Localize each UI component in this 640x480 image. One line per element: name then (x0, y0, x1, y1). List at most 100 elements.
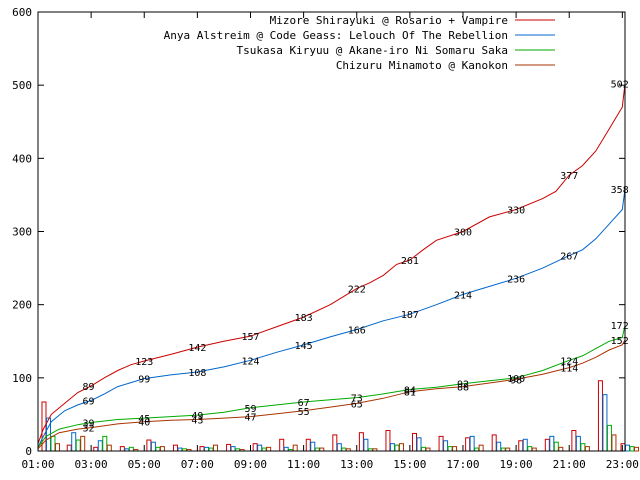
hourly-bar (385, 430, 391, 452)
hourly-bar (305, 438, 311, 452)
data-label: 69 (82, 397, 94, 408)
legend-label: Tsukasa Kiryuu @ Akane-iro Ni Somaru Sak… (236, 44, 508, 57)
hourly-bar (527, 446, 533, 452)
hourly-bar (332, 434, 338, 452)
data-label: 145 (295, 341, 313, 352)
y-tick-label: 0 (25, 445, 32, 458)
legend: Mizore Shirayuki @ Rosario + Vampire Anya… (164, 14, 555, 72)
hourly-bar (106, 444, 112, 452)
hourly-bar (421, 446, 427, 452)
x-tick-label: 03:00 (75, 458, 108, 471)
data-label: 222 (348, 285, 366, 296)
x-tick-label: 11:00 (287, 458, 320, 471)
data-label: 300 (454, 228, 472, 239)
hourly-bar (575, 435, 581, 452)
data-label: 84 (404, 386, 416, 397)
x-tick-label: 09:00 (234, 458, 267, 471)
data-label: 40 (138, 418, 150, 429)
hourly-bar (597, 380, 603, 452)
x-tick-label: 07:00 (181, 458, 214, 471)
data-label: 358 (611, 185, 629, 196)
data-label: 114 (560, 364, 578, 375)
hourly-bar (150, 441, 156, 452)
hourly-bar (66, 444, 72, 452)
data-label: 124 (241, 356, 259, 367)
x-tick-label: 05:00 (128, 458, 161, 471)
series-line-1 (37, 189, 626, 448)
hourly-bar (213, 444, 219, 452)
hourly-bar (625, 444, 631, 452)
hourly-bar (518, 440, 524, 452)
data-label: 45 (138, 414, 150, 425)
y-tick-label: 200 (12, 299, 32, 312)
hourly-bar (443, 440, 449, 452)
y-tick-label: 300 (12, 226, 32, 239)
hourly-bar (97, 440, 103, 452)
hourly-bar (389, 443, 395, 452)
hourly-bar (159, 446, 165, 452)
hourly-bar (358, 432, 364, 452)
hourly-bar (452, 446, 458, 452)
x-tick-label: 23:00 (606, 458, 639, 471)
hourly-bar (438, 435, 444, 452)
hourly-bar (522, 438, 528, 452)
data-label: 108 (188, 368, 206, 379)
x-tick-label: 01:00 (21, 458, 54, 471)
x-tick-label: 21:00 (553, 458, 586, 471)
data-label: 267 (560, 252, 578, 263)
data-label: 39 (82, 418, 94, 429)
y-tick-label: 400 (12, 152, 32, 165)
data-label: 81 (404, 388, 416, 399)
data-label: 330 (507, 206, 525, 217)
hourly-bar (54, 443, 60, 452)
x-tick-label: 15:00 (393, 458, 426, 471)
data-label: 166 (348, 326, 366, 337)
series-line-2 (37, 325, 626, 448)
x-axis: 01:00 03:00 05:00 07:00 09:00 11:00 13:00 15:00… (21, 12, 639, 471)
data-label: 98 (510, 375, 522, 386)
data-label: 214 (454, 290, 472, 301)
hourly-bar (146, 439, 152, 452)
data-label: 377 (560, 171, 578, 182)
y-tick-label: 600 (12, 6, 32, 19)
data-label: 73 (351, 394, 363, 405)
hourly-bar (629, 446, 635, 452)
point-labels-layer: 8912314215718322226130033037750269991081… (82, 80, 628, 435)
hourly-bar (336, 443, 342, 452)
series-line-0 (37, 83, 626, 444)
hourly-bar (544, 438, 550, 452)
lines-layer (37, 83, 626, 450)
hourly-bar (230, 446, 236, 452)
hourly-bar (128, 446, 134, 452)
data-label: 236 (507, 274, 525, 285)
hourly-bar (602, 394, 608, 452)
data-label: 261 (401, 256, 419, 267)
hourly-bar (292, 444, 298, 452)
data-label: 124 (560, 356, 578, 367)
hourly-bar (416, 437, 422, 452)
hourly-bar (50, 435, 56, 452)
hourly-bar (266, 446, 272, 452)
data-label: 100 (507, 374, 525, 385)
hourly-bar (606, 424, 612, 452)
bars-layer (41, 380, 640, 452)
hourly-bar (310, 441, 316, 452)
data-label: 67 (298, 398, 310, 409)
hourly-bar (549, 435, 555, 452)
data-label: 88 (457, 383, 469, 394)
data-label: 123 (135, 357, 153, 368)
legend-label: Anya Alstreim @ Code Geass: Lelouch Of T… (164, 29, 508, 42)
hourly-bar (199, 446, 205, 452)
x-tick-label: 17:00 (446, 458, 479, 471)
hourly-bar (580, 443, 586, 452)
hourly-bar (491, 434, 497, 452)
hourly-bar (611, 434, 617, 452)
hourly-bar (102, 435, 108, 452)
hourly-bar (394, 444, 400, 452)
hourly-bar (279, 438, 285, 452)
y-tick-label: 500 (12, 79, 32, 92)
hourly-bar (558, 446, 564, 452)
data-label: 157 (241, 332, 259, 343)
hourly-bar (363, 438, 369, 452)
